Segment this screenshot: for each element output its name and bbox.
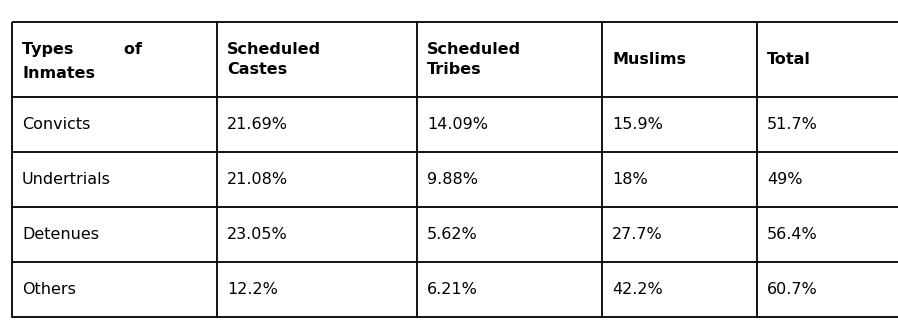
Text: Others: Others <box>22 282 75 297</box>
Text: 6.21%: 6.21% <box>427 282 478 297</box>
Text: Undertrials: Undertrials <box>22 172 110 187</box>
Text: 15.9%: 15.9% <box>612 117 663 132</box>
Text: Convicts: Convicts <box>22 117 91 132</box>
Text: Detenues: Detenues <box>22 227 99 242</box>
Text: 14.09%: 14.09% <box>427 117 488 132</box>
Text: 49%: 49% <box>767 172 803 187</box>
Text: Types         of: Types of <box>22 42 142 57</box>
Text: 5.62%: 5.62% <box>427 227 478 242</box>
Text: 12.2%: 12.2% <box>227 282 277 297</box>
Bar <box>12 22 898 317</box>
Text: Scheduled
Tribes: Scheduled Tribes <box>427 42 521 77</box>
Text: Total: Total <box>767 52 811 67</box>
Text: 42.2%: 42.2% <box>612 282 663 297</box>
Text: 18%: 18% <box>612 172 647 187</box>
Text: 56.4%: 56.4% <box>767 227 818 242</box>
Text: Inmates: Inmates <box>22 66 95 81</box>
Text: 21.69%: 21.69% <box>227 117 288 132</box>
Text: 23.05%: 23.05% <box>227 227 287 242</box>
Text: 27.7%: 27.7% <box>612 227 663 242</box>
Text: 51.7%: 51.7% <box>767 117 818 132</box>
Text: 21.08%: 21.08% <box>227 172 288 187</box>
Text: Muslims: Muslims <box>612 52 686 67</box>
Text: 60.7%: 60.7% <box>767 282 818 297</box>
Text: Scheduled
Castes: Scheduled Castes <box>227 42 321 77</box>
Text: 9.88%: 9.88% <box>427 172 478 187</box>
